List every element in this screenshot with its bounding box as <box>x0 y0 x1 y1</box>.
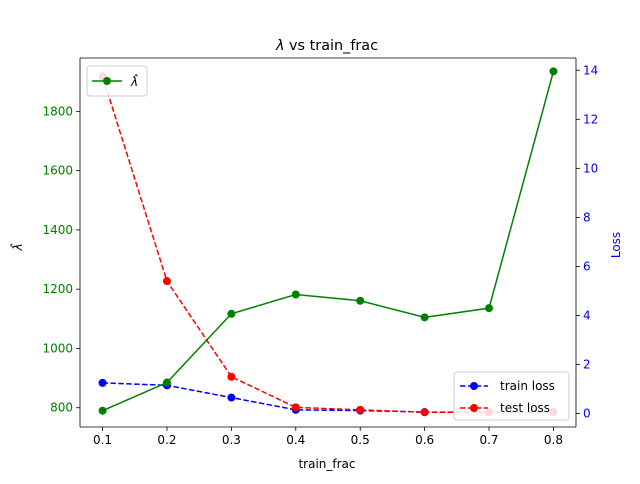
y-right-tick-label: 8 <box>583 210 591 224</box>
x-tick-label: 0.2 <box>157 433 176 447</box>
legend-swatch-marker <box>470 382 478 390</box>
legend-frame <box>453 371 570 421</box>
x-tick-label: 0.7 <box>479 433 498 447</box>
data-point-train-loss <box>98 378 107 387</box>
chart-title-rest: vs train_frac <box>284 38 378 54</box>
legend-swatch-marker <box>103 77 111 85</box>
data-point-test-loss <box>420 408 429 417</box>
y-right-tick-label: 4 <box>583 308 591 322</box>
legend-swatch-marker <box>470 404 478 412</box>
y-axis-left-title: λ̂ <box>9 243 25 251</box>
y-right-tick-label: 14 <box>583 63 598 77</box>
legend-lower-right: train loss test loss <box>453 371 570 421</box>
series-line-test-loss <box>101 76 554 414</box>
legend-label: λ̂ <box>130 73 138 89</box>
data-point-lambda-hat <box>549 67 558 76</box>
plot-area: 0.1 0.2 0.3 0.4 0.5 0.6 0.7 0.8 800 1000 1200 1400 1… <box>42 57 598 447</box>
x-tick-label: 0.4 <box>286 433 305 447</box>
legend-upper-left: λ̂ <box>86 65 148 97</box>
x-tick-label: 0.1 <box>93 433 112 447</box>
series-line-lambda-hat <box>102 71 555 412</box>
data-point-test-loss <box>162 277 171 286</box>
legend-label: train loss <box>500 379 555 393</box>
chart-title-symbol: λ <box>275 38 285 54</box>
y-left-tick-label: 1600 <box>42 164 73 178</box>
y-left-tick-label: 1000 <box>42 341 73 355</box>
y-right-tick-label: 12 <box>583 112 598 126</box>
y-left-tick-label: 800 <box>50 401 73 415</box>
data-point-lambda-hat <box>98 406 107 415</box>
x-tick-label: 0.3 <box>222 433 241 447</box>
x-tick-label: 0.6 <box>415 433 434 447</box>
data-point-train-loss <box>227 393 236 402</box>
data-point-test-loss <box>356 405 365 414</box>
y-right-tick-label: 2 <box>583 357 591 371</box>
data-point-lambda-hat <box>356 296 365 305</box>
data-point-lambda-hat <box>485 304 494 313</box>
y-left-tick-label: 1800 <box>42 104 73 118</box>
x-tick-label: 0.5 <box>351 433 370 447</box>
data-point-lambda-hat <box>291 290 300 299</box>
y-axis-right-title: Loss <box>609 232 623 258</box>
data-point-lambda-hat <box>227 309 236 318</box>
y-left-tick-label: 1200 <box>42 282 73 296</box>
x-axis-title: train_frac <box>298 457 355 471</box>
legend-label: test loss <box>500 401 550 415</box>
data-point-lambda-hat <box>162 378 171 387</box>
data-point-test-loss <box>291 403 300 412</box>
chart-title: λ vs train_frac <box>275 38 378 54</box>
y-right-tick-label: 0 <box>583 407 591 421</box>
data-point-lambda-hat <box>420 313 429 322</box>
y-right-tick-label: 6 <box>583 259 591 273</box>
y-right-tick-label: 10 <box>583 161 598 175</box>
x-tick-label: 0.8 <box>544 433 563 447</box>
y-left-tick-label: 1400 <box>42 223 73 237</box>
series-line-train-loss <box>102 382 554 414</box>
data-point-test-loss <box>227 372 236 381</box>
